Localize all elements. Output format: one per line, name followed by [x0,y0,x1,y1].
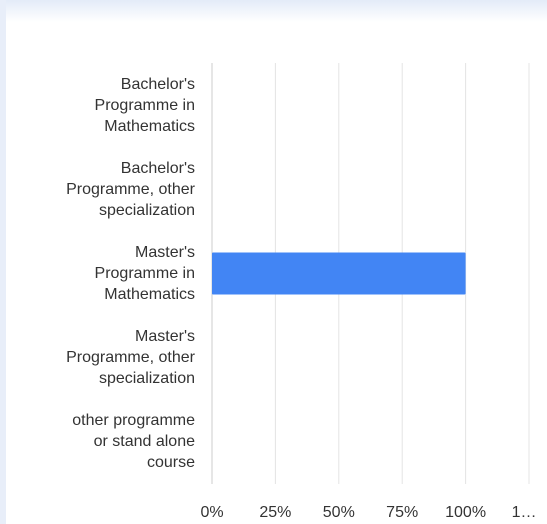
bar-2[interactable] [212,252,466,295]
header-band [6,0,547,22]
x-tick-label-1: 25% [259,504,292,521]
x-tick-label-2: 50% [322,504,355,521]
category-label-3: Master's Programme, other specialization [66,328,195,388]
bar-chart [211,63,530,484]
chart-frame: Bachelor's Programme in Mathematics Bache… [6,0,547,524]
category-label-2: Master's Programme in Mathematics [94,244,195,303]
category-label-4: other programme or stand alone course [72,412,195,472]
x-tick-label-4: 100% [445,504,487,521]
x-tick-label-5: 1… [511,504,537,521]
x-tick-label-3: 75% [386,504,419,521]
category-label-1: Bachelor's Programme, other specializati… [66,159,195,219]
category-label-0: Bachelor's Programme in Mathematics [94,75,195,135]
x-tick-label-0: 0% [200,504,224,521]
